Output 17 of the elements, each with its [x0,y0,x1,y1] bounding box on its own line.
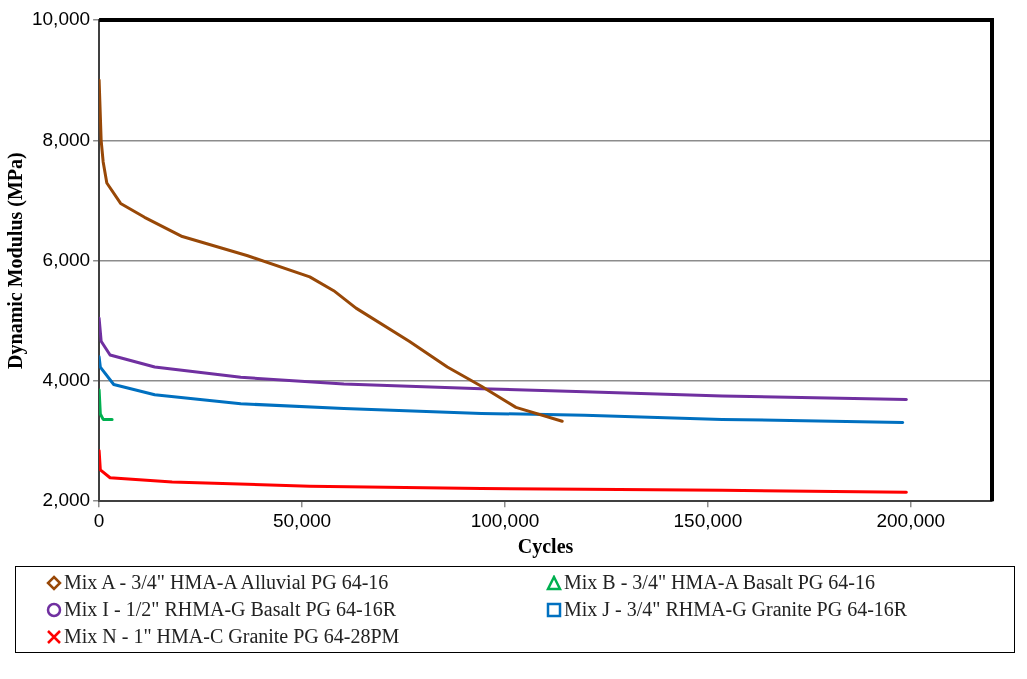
x-tick-label: 100,000 [470,509,540,531]
y-tick-label: 10,000 [31,8,91,30]
x-tick-label: 0 [93,509,105,531]
x-tick-label: 150,000 [673,509,743,531]
legend-label: Mix B - 3/4" HMA-A Basalt PG 64-16 [564,571,875,594]
y-tick-label: 8,000 [42,128,91,150]
y-tick-label: 4,000 [42,369,91,391]
legend-label: Mix N - 1" HMA-C Granite PG 64-28PM [64,625,400,648]
x-tick-label: 200,000 [876,509,946,531]
y-axis-title: Dynamic Modulus (MPa) [4,152,28,369]
legend-label: Mix A - 3/4" HMA-A Alluvial PG 64-16 [64,571,389,594]
y-tick-label: 2,000 [42,489,91,511]
y-tick-label: 6,000 [42,248,91,270]
legend-label: Mix J - 3/4" RHMA-G Granite PG 64-16R [564,598,908,621]
x-axis-title: Cycles [517,535,574,559]
x-tick-label: 50,000 [272,509,332,531]
legend-label: Mix I - 1/2" RHMA-G Basalt PG 64-16R [64,598,397,621]
